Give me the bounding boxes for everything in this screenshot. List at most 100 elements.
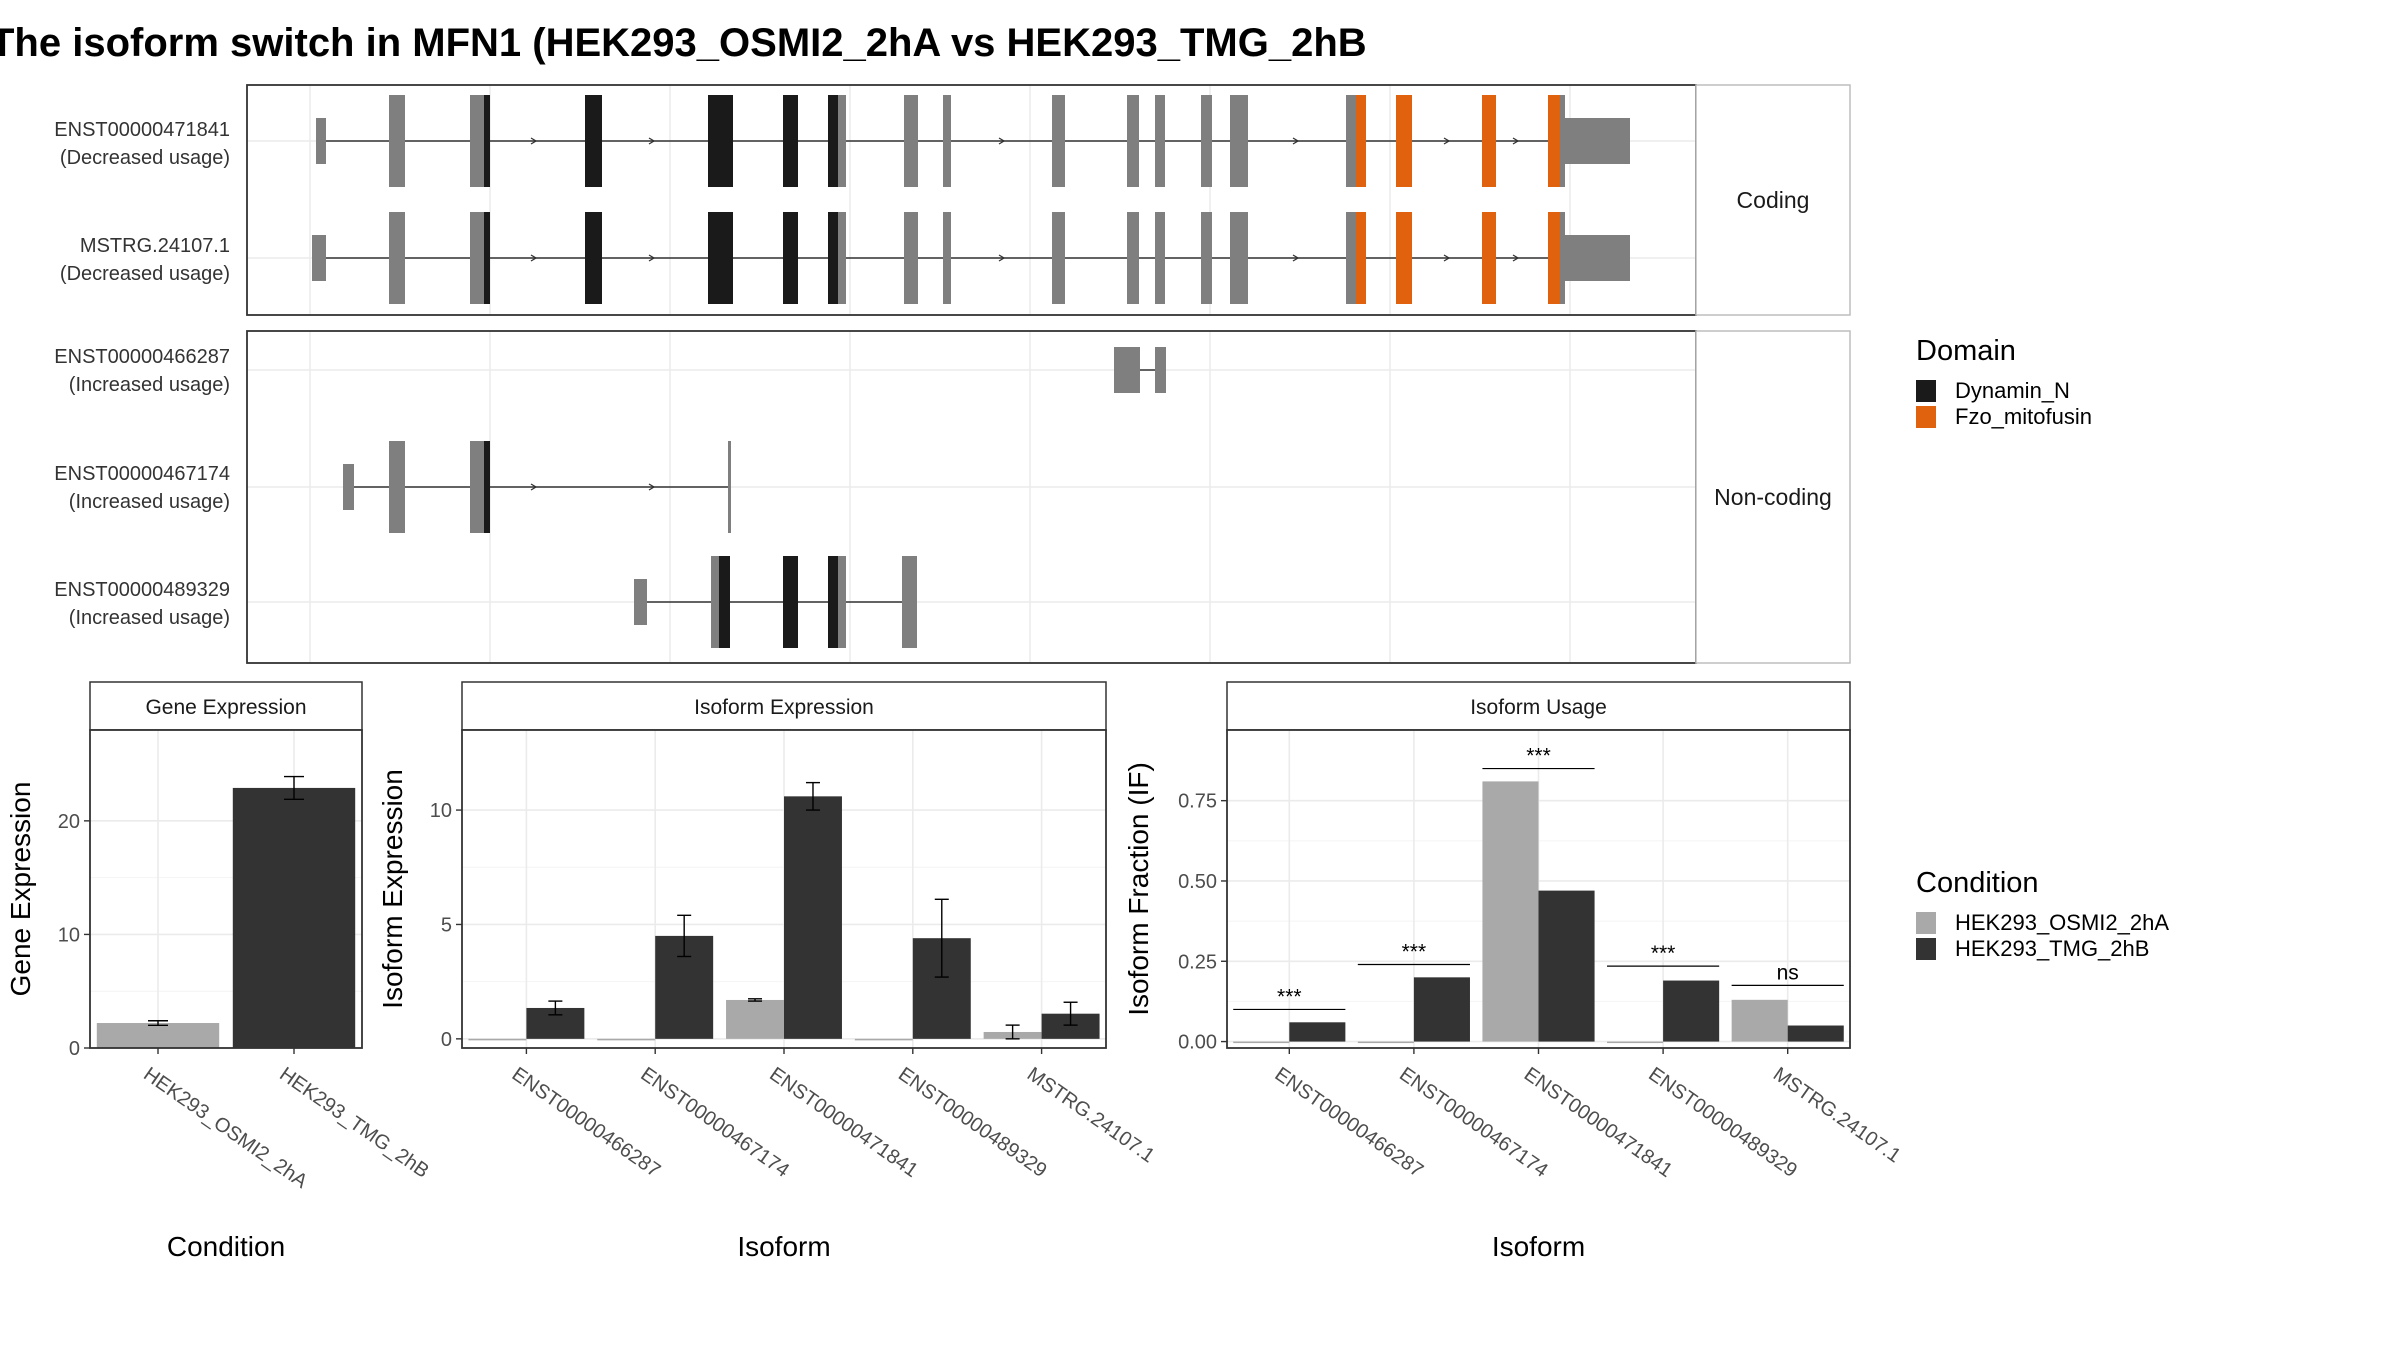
domain-legend-title: Domain bbox=[1916, 335, 2016, 367]
exon bbox=[1155, 212, 1165, 304]
exon bbox=[1565, 118, 1630, 164]
significance-label: *** bbox=[1526, 745, 1551, 768]
bar bbox=[1357, 1041, 1414, 1044]
bar bbox=[1233, 1041, 1290, 1044]
structure-noncoding-panel bbox=[246, 330, 1697, 664]
exon bbox=[1127, 212, 1139, 304]
exon bbox=[1346, 212, 1356, 304]
exon bbox=[1155, 95, 1165, 187]
strand-arrow bbox=[648, 137, 656, 145]
transcript-id-label: ENST00000489329 bbox=[54, 579, 230, 601]
legend-swatch-condB bbox=[1916, 938, 1936, 960]
strand-arrow bbox=[1292, 254, 1300, 262]
exon bbox=[470, 95, 484, 187]
exon bbox=[711, 556, 719, 648]
exon bbox=[1114, 347, 1140, 393]
strand-arrow bbox=[998, 137, 1006, 145]
strand-arrow bbox=[1512, 254, 1520, 262]
y-axis-title: Isoform Fraction (IF) bbox=[1123, 762, 1154, 1016]
isoform-expression-panel: Isoform Expression0510ENST00000466287ENS… bbox=[377, 681, 1159, 1262]
exon bbox=[943, 95, 951, 187]
strand-arrow bbox=[530, 254, 538, 262]
exon bbox=[1127, 95, 1139, 187]
panel-border bbox=[89, 729, 363, 1049]
exon bbox=[1052, 95, 1065, 187]
exon bbox=[1560, 95, 1565, 187]
panel-strip bbox=[1226, 681, 1851, 731]
exon bbox=[398, 441, 405, 533]
condition-legend-title: Condition bbox=[1916, 867, 2039, 899]
exon bbox=[1356, 212, 1366, 304]
coding-strip-label: Coding bbox=[1737, 187, 1810, 213]
y-axis-title: Gene Expression bbox=[5, 782, 36, 997]
exon bbox=[828, 212, 838, 304]
panel-background bbox=[247, 331, 1696, 663]
exon bbox=[398, 95, 405, 187]
exon bbox=[585, 212, 602, 304]
exon bbox=[783, 212, 798, 304]
y-tick-label: 20 bbox=[58, 811, 80, 833]
exon bbox=[828, 556, 838, 648]
bar bbox=[1607, 1041, 1664, 1044]
exon bbox=[343, 464, 354, 510]
exon bbox=[1548, 212, 1560, 304]
exon bbox=[838, 95, 846, 187]
exon bbox=[1155, 347, 1166, 393]
transcript-id-label: MSTRG.24107.1 bbox=[80, 235, 230, 257]
exon bbox=[1396, 212, 1412, 304]
strand-arrow bbox=[530, 483, 538, 491]
exon bbox=[828, 95, 838, 187]
exon bbox=[1356, 95, 1366, 187]
bar bbox=[1289, 1022, 1346, 1042]
exon bbox=[1482, 95, 1496, 187]
y-axis-title: Isoform Expression bbox=[377, 769, 408, 1009]
exon bbox=[904, 95, 918, 187]
exon bbox=[484, 212, 490, 304]
exon bbox=[1396, 95, 1412, 187]
exon bbox=[470, 441, 484, 533]
exon bbox=[783, 95, 798, 187]
legend-label-fzo: Fzo_mitofusin bbox=[1955, 404, 2092, 429]
figure-title: The isoform switch in MFN1 (HEK293_OSMI2… bbox=[0, 21, 1367, 65]
significance-label: *** bbox=[1277, 985, 1302, 1008]
exon bbox=[902, 556, 917, 648]
strand-arrow bbox=[648, 254, 656, 262]
legend-label-dynamin: Dynamin_N bbox=[1955, 378, 2070, 403]
transcript-usage-label: (Increased usage) bbox=[69, 607, 230, 629]
exon bbox=[484, 441, 490, 533]
strand-arrow bbox=[1292, 137, 1300, 145]
bar bbox=[1482, 781, 1539, 1042]
y-tick-label: 0.50 bbox=[1178, 871, 1217, 893]
panel-strip bbox=[461, 681, 1107, 731]
x-axis-title: Isoform bbox=[737, 1231, 830, 1262]
exon bbox=[389, 212, 398, 304]
y-tick-label: 10 bbox=[58, 924, 80, 946]
exon bbox=[1201, 95, 1212, 187]
noncoding-strip: Non-coding bbox=[1695, 330, 1851, 664]
bar bbox=[726, 999, 784, 1039]
x-tick-label: MSTRG.24107.1 bbox=[1023, 1063, 1159, 1167]
bar bbox=[1731, 999, 1788, 1042]
significance-label: *** bbox=[1402, 940, 1427, 963]
bar bbox=[1787, 1025, 1844, 1042]
panel-strip-label: Isoform Usage bbox=[1470, 696, 1607, 719]
strand-arrow bbox=[530, 137, 538, 145]
bar bbox=[96, 1023, 220, 1048]
exon bbox=[719, 556, 730, 648]
exon bbox=[484, 95, 490, 187]
exon bbox=[470, 212, 484, 304]
bar bbox=[784, 796, 842, 1039]
coding-strip: Coding bbox=[1695, 84, 1851, 316]
legend-label-condA: HEK293_OSMI2_2hA bbox=[1955, 910, 2169, 935]
legend-swatch-condA bbox=[1916, 912, 1936, 934]
exon bbox=[585, 95, 602, 187]
exon bbox=[1052, 212, 1065, 304]
x-tick-label: MSTRG.24107.1 bbox=[1769, 1063, 1905, 1167]
exon bbox=[1346, 95, 1356, 187]
transcript-id-label: ENST00000467174 bbox=[54, 463, 230, 485]
bar bbox=[1413, 977, 1470, 1042]
significance-label: *** bbox=[1651, 942, 1676, 965]
exon bbox=[708, 212, 733, 304]
y-tick-label: 0.25 bbox=[1178, 951, 1217, 973]
exon bbox=[398, 212, 405, 304]
